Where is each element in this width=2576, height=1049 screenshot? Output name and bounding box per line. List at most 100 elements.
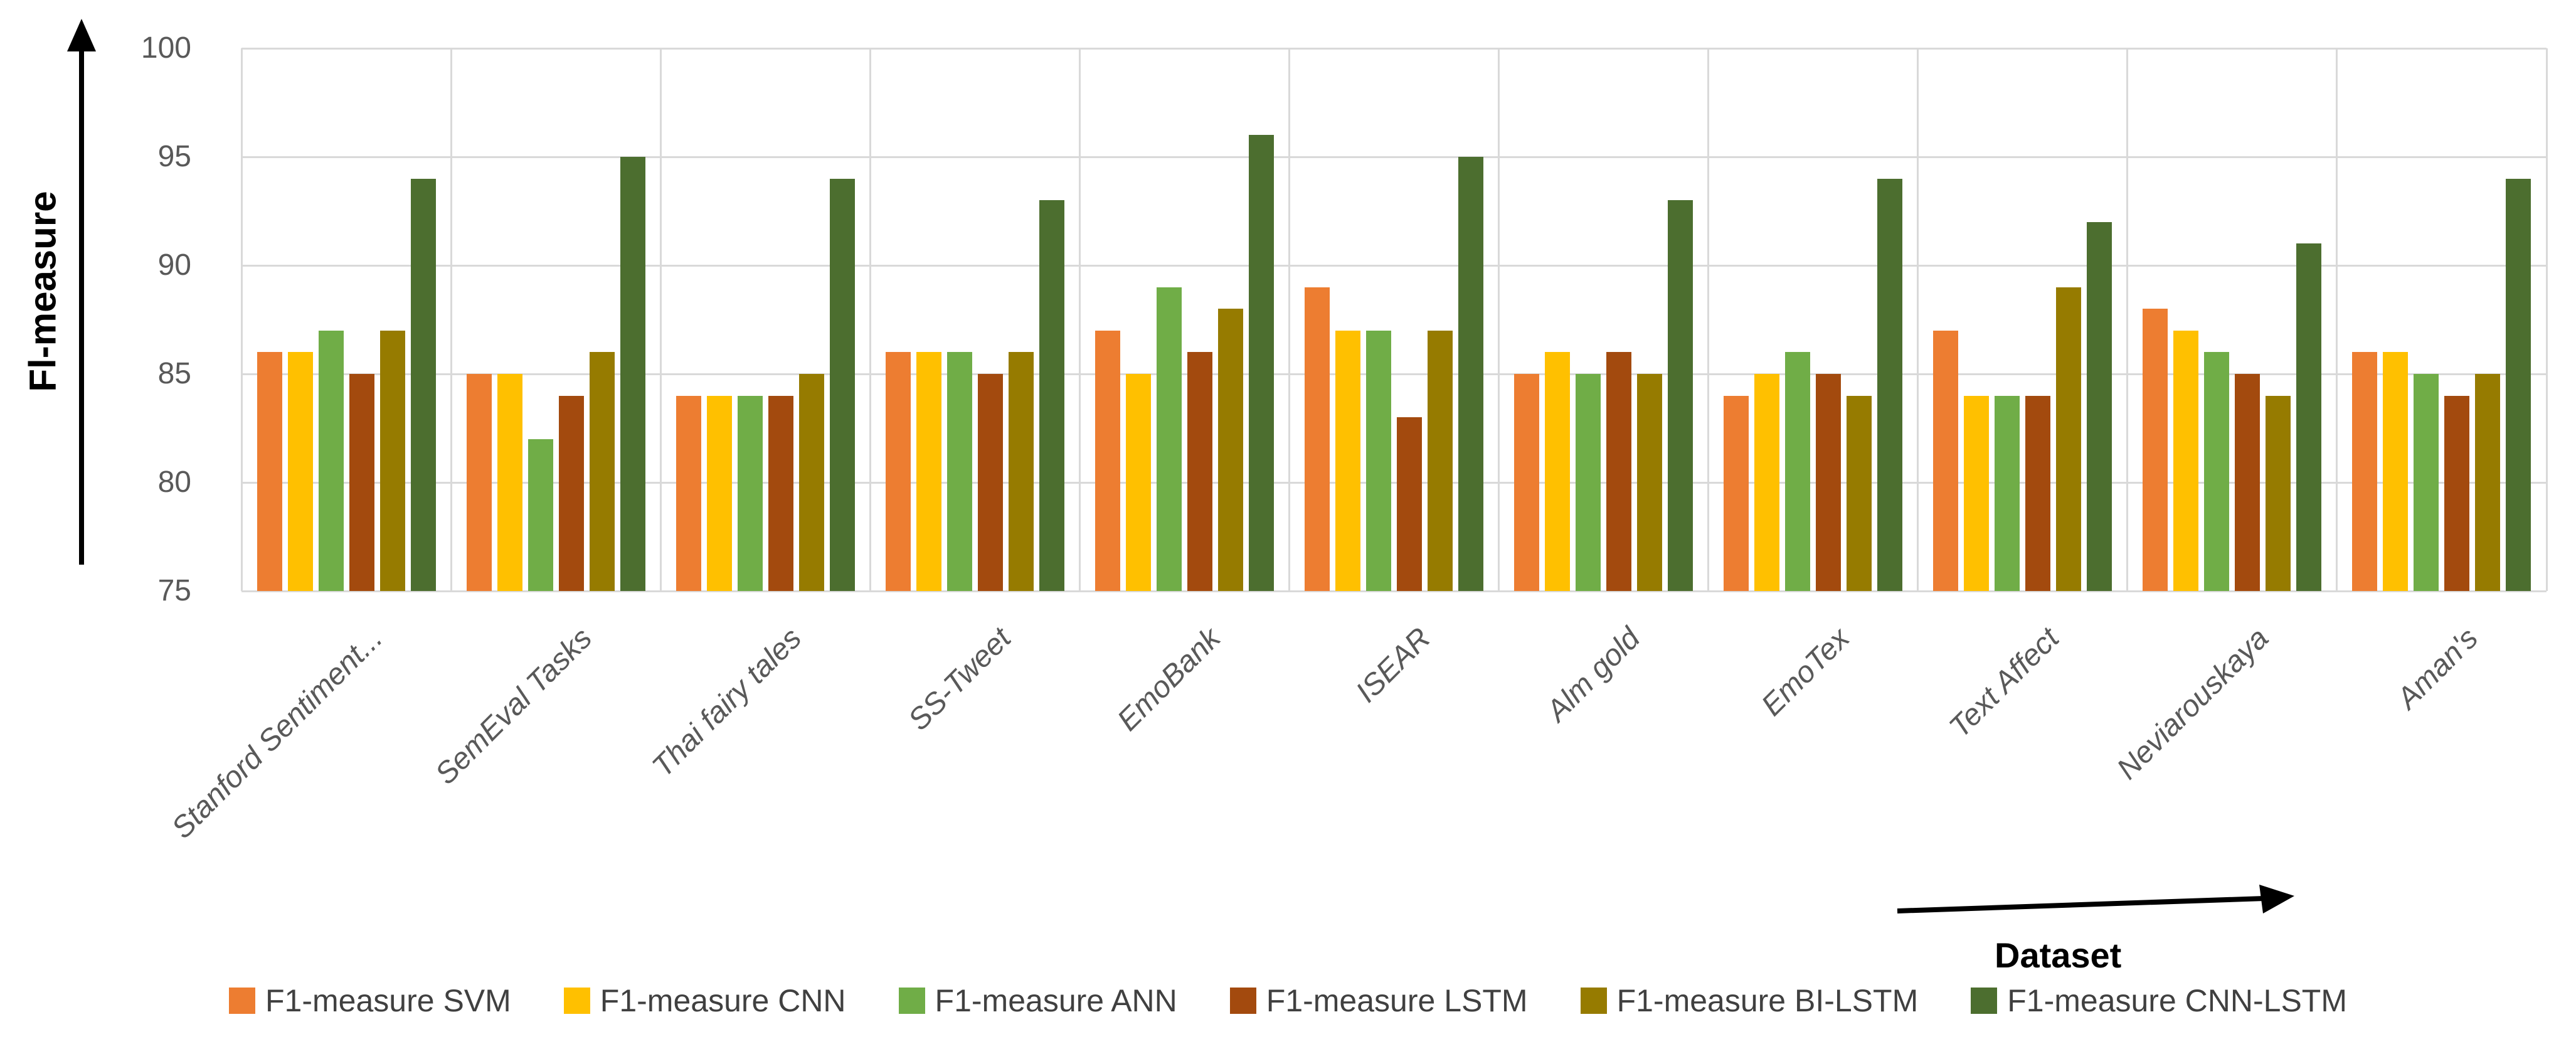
legend-swatch-icon xyxy=(1229,988,1256,1014)
bar-f1-measure-svm xyxy=(257,352,282,591)
x-category-label: Stanford Sentiment... xyxy=(165,621,390,846)
x-category-label: SS-Tweet xyxy=(902,621,1018,737)
bar-f1-measure-bi-lstm xyxy=(2475,374,2501,591)
bar-f1-measure-lstm xyxy=(1606,352,1632,591)
gridline-horizontal xyxy=(241,482,2547,484)
bar-f1-measure-cnn xyxy=(2383,352,2409,591)
bar-f1-measure-lstm xyxy=(977,374,1003,591)
legend-label: F1-measure ANN xyxy=(935,983,1177,1018)
y-tick-label: 90 xyxy=(157,248,191,282)
gridline-vertical xyxy=(2126,48,2129,591)
bar-f1-measure-svm xyxy=(1514,374,1540,591)
gridline-vertical xyxy=(1917,48,1919,591)
bar-f1-measure-ann xyxy=(1995,395,2020,591)
bar-f1-measure-cnn xyxy=(706,395,732,591)
bar-f1-measure-cnn-lstm xyxy=(829,178,855,591)
x-category-label: EmoBank xyxy=(1111,621,1227,738)
bar-f1-measure-cnn-lstm xyxy=(1877,178,1903,591)
bar-f1-measure-bi-lstm xyxy=(2056,287,2082,591)
bar-f1-measure-lstm xyxy=(349,374,374,591)
legend-label: F1-measure CNN xyxy=(600,983,846,1018)
bar-f1-measure-bi-lstm xyxy=(1847,395,1872,591)
bar-f1-measure-svm xyxy=(1305,287,1330,591)
bar-f1-measure-cnn xyxy=(1125,374,1151,591)
bar-f1-measure-bi-lstm xyxy=(1217,309,1243,591)
gridline-horizontal xyxy=(241,373,2547,375)
bar-f1-measure-cnn-lstm xyxy=(1458,157,1483,591)
legend-item: F1-measure SVM xyxy=(229,982,511,1019)
gridline-horizontal xyxy=(241,590,2547,592)
bar-f1-measure-cnn-lstm xyxy=(1668,200,1693,591)
bar-f1-measure-cnn-lstm xyxy=(2296,243,2322,591)
bar-f1-measure-svm xyxy=(2143,309,2168,591)
legend-item: F1-measure BI-LSTM xyxy=(1580,982,1919,1019)
bar-f1-measure-ann xyxy=(1785,352,1811,591)
bar-f1-measure-lstm xyxy=(2444,395,2470,591)
bar-f1-measure-lstm xyxy=(1397,417,1422,591)
gridline-vertical xyxy=(659,48,662,591)
legend-swatch-icon xyxy=(563,988,590,1014)
x-axis-arrow-icon xyxy=(1897,885,2294,913)
x-category-label: Neviarouskaya xyxy=(2111,621,2276,786)
x-axis-title: Dataset xyxy=(1995,935,2122,975)
y-tick-label: 100 xyxy=(140,31,191,65)
gridline-horizontal xyxy=(241,48,2547,50)
bar-f1-measure-cnn xyxy=(2173,330,2199,591)
bar-f1-measure-svm xyxy=(466,374,492,591)
bar-f1-measure-lstm xyxy=(558,395,584,591)
bar-f1-measure-bi-lstm xyxy=(589,352,615,591)
bar-f1-measure-cnn xyxy=(1335,330,1360,591)
bar-f1-measure-ann xyxy=(1366,330,1391,591)
gridline-vertical xyxy=(1707,48,1710,591)
bar-f1-measure-svm xyxy=(1095,330,1120,591)
x-category-label: Alm gold xyxy=(1540,621,1646,728)
bar-f1-measure-bi-lstm xyxy=(379,330,405,591)
bar-f1-measure-bi-lstm xyxy=(1637,374,1663,591)
gridline-vertical xyxy=(2545,48,2548,591)
bar-f1-measure-ann xyxy=(2414,374,2439,591)
y-axis-title: Fl-measure xyxy=(21,191,64,392)
gridline-vertical xyxy=(1078,48,1081,591)
bar-f1-measure-ann xyxy=(737,395,763,591)
legend-label: F1-measure BI-LSTM xyxy=(1616,983,1919,1018)
legend-label: F1-measure LSTM xyxy=(1266,983,1528,1018)
bar-f1-measure-lstm xyxy=(768,395,793,591)
bar-f1-measure-ann xyxy=(2204,352,2230,591)
y-axis-arrow-icon xyxy=(67,19,96,565)
bar-f1-measure-bi-lstm xyxy=(2266,395,2291,591)
bar-f1-measure-cnn-lstm xyxy=(1248,135,1274,591)
legend-item: F1-measure CNN-LSTM xyxy=(1971,982,2347,1019)
x-category-label: Thai fairy tales xyxy=(646,621,808,784)
x-category-label: SemEval Tasks xyxy=(429,621,599,791)
gridline-vertical xyxy=(450,48,452,591)
bar-f1-measure-cnn xyxy=(916,352,941,591)
x-category-label: Text Affect xyxy=(1943,621,2065,745)
bar-f1-measure-bi-lstm xyxy=(1428,330,1453,591)
bar-f1-measure-lstm xyxy=(1816,374,1842,591)
bar-f1-measure-cnn-lstm xyxy=(2087,221,2112,591)
gridline-vertical xyxy=(2336,48,2338,591)
bar-f1-measure-cnn xyxy=(497,374,522,591)
bar-f1-measure-svm xyxy=(1724,395,1749,591)
legend-swatch-icon xyxy=(1580,988,1607,1014)
legend-label: F1-measure SVM xyxy=(265,983,511,1018)
gridline-vertical xyxy=(1498,48,1500,591)
gridline-vertical xyxy=(240,48,243,591)
legend-swatch-icon xyxy=(898,988,925,1014)
y-tick-label: 85 xyxy=(157,357,191,390)
gridline-vertical xyxy=(1288,48,1290,591)
plot-area xyxy=(240,48,2548,592)
bar-f1-measure-svm xyxy=(2352,352,2378,591)
bar-f1-measure-ann xyxy=(946,352,972,591)
bar-f1-measure-cnn xyxy=(1545,352,1571,591)
bar-f1-measure-cnn xyxy=(287,352,313,591)
y-tick-label: 75 xyxy=(157,574,191,607)
bar-f1-measure-svm xyxy=(676,395,701,591)
bar-f1-measure-bi-lstm xyxy=(798,374,824,591)
legend-label: F1-measure CNN-LSTM xyxy=(2007,983,2347,1018)
x-category-label: EmoTex xyxy=(1755,621,1856,723)
legend-item: F1-measure CNN xyxy=(563,982,846,1019)
y-tick-label: 95 xyxy=(157,140,191,173)
bar-f1-measure-lstm xyxy=(2235,374,2261,591)
